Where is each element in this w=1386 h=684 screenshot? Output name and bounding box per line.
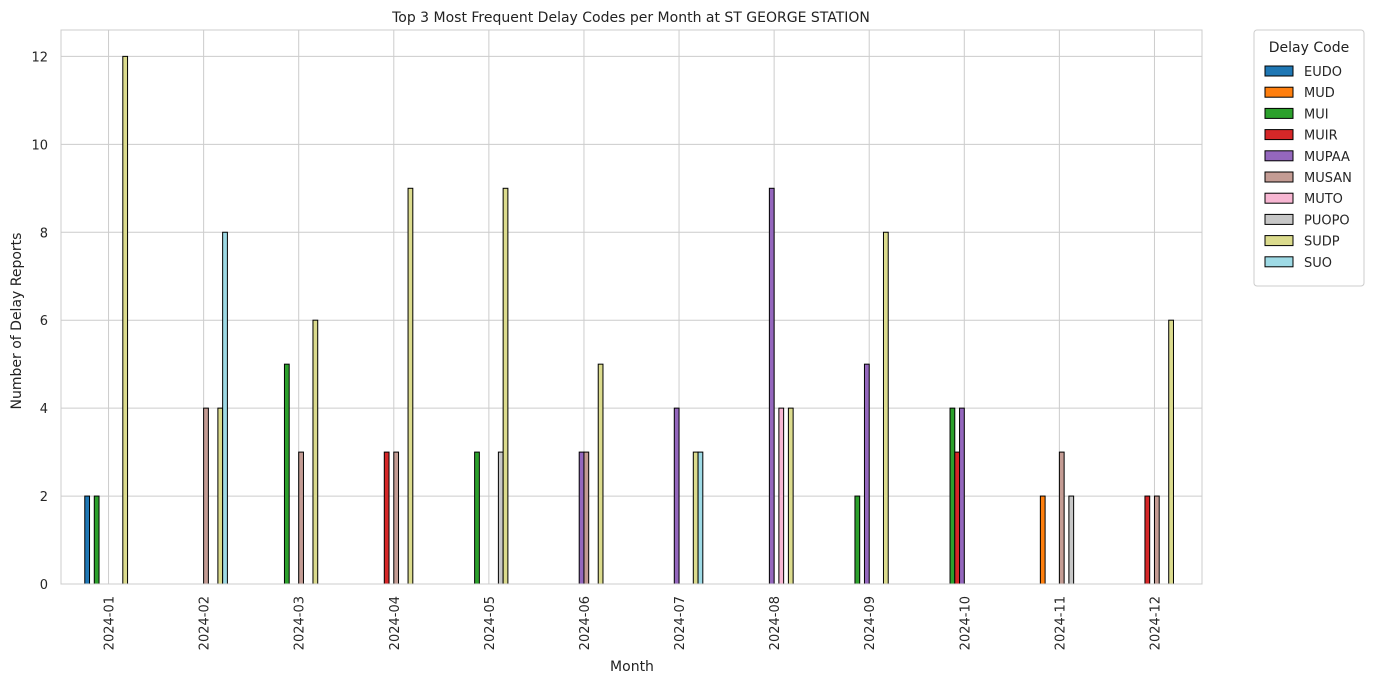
legend-swatch-mud — [1264, 86, 1294, 98]
y-tick-label: 12 — [31, 50, 48, 65]
bar-sudp — [502, 187, 509, 585]
legend-label-mui: MUI — [1304, 107, 1329, 122]
bar-muir — [1144, 495, 1151, 585]
bar-mupaa — [673, 407, 680, 585]
bar-musan — [393, 451, 400, 585]
bar-puopo — [1068, 495, 1075, 585]
bar-mud — [1039, 495, 1046, 585]
x-tick-label: 2024-04 — [388, 596, 403, 650]
x-tick-label: 2024-11 — [1053, 596, 1068, 650]
x-tick-label: 2024-12 — [1148, 596, 1163, 650]
x-axis-label: Month — [610, 659, 654, 675]
y-tick-label: 2 — [40, 490, 48, 505]
y-axis-ticks: 0 2 4 6 8 10 12 — [31, 50, 48, 593]
bar-mupaa — [863, 363, 870, 585]
y-axis-label: Number of Delay Reports — [9, 233, 25, 410]
legend-swatch-musan — [1264, 171, 1294, 183]
x-tick-label: 2024-07 — [673, 596, 688, 650]
y-tick-label: 4 — [40, 402, 48, 417]
grid — [61, 30, 1202, 585]
y-tick-label: 6 — [40, 314, 48, 329]
bar-mui — [474, 451, 480, 585]
legend-swatch-suo — [1264, 256, 1294, 268]
legend-label-musan: MUSAN — [1304, 171, 1352, 186]
y-tick-label: 10 — [31, 138, 48, 153]
bar-sudp — [312, 319, 319, 585]
legend-swatch-mui — [1264, 107, 1294, 119]
legend-swatch-sudp — [1264, 235, 1294, 247]
bar-musan — [1058, 451, 1065, 585]
x-tick-label: 2024-05 — [483, 596, 498, 650]
legend: Delay Code EUDO MUD MUI MUIR MUPAA MUSAN MUTO P… — [1253, 29, 1365, 287]
y-tick-label: 0 — [40, 578, 48, 593]
legend-label-muto: MUTO — [1304, 192, 1343, 207]
bar-musan — [1153, 495, 1160, 585]
legend-swatch-puopo — [1264, 213, 1294, 225]
legend-swatch-muir — [1264, 129, 1294, 141]
bar-sudp — [217, 407, 224, 585]
bar-sudp — [787, 407, 794, 585]
bar-musan — [298, 451, 304, 585]
legend-label-mud: MUD — [1304, 86, 1335, 101]
bar-musan — [583, 451, 590, 585]
legend-label-puopo: PUOPO — [1304, 213, 1350, 228]
legend-swatch-mupaa — [1264, 150, 1294, 162]
bar-sudp — [597, 363, 604, 585]
x-tick-label: 2024-10 — [958, 596, 973, 650]
bar-suo — [222, 231, 228, 585]
legend-label-muir: MUIR — [1304, 129, 1338, 144]
legend-label-mupaa: MUPAA — [1304, 150, 1350, 165]
bar-suo — [697, 451, 704, 585]
legend-label-sudp: SUDP — [1304, 235, 1340, 250]
bar-eudo — [84, 495, 91, 585]
bar-muir — [954, 451, 961, 585]
bar-mui — [854, 495, 861, 585]
x-tick-label: 2024-06 — [578, 596, 593, 650]
plot-area-frame — [60, 29, 1203, 585]
bar-mupaa — [959, 407, 965, 585]
bar-mupaa — [578, 451, 585, 585]
legend-title: Delay Code — [1269, 40, 1349, 56]
x-tick-label: 2024-01 — [103, 596, 118, 650]
bar-sudp — [692, 451, 699, 585]
bar-mupaa — [768, 187, 775, 585]
legend-label-suo: SUO — [1304, 256, 1332, 271]
bar-muir — [383, 451, 390, 585]
bar-sudp — [882, 231, 889, 585]
bar-sudp — [407, 187, 414, 585]
bar-sudp — [1168, 319, 1174, 585]
bar-puopo — [497, 451, 504, 585]
x-axis-ticks: 2024-01 2024-02 2024-03 2024-04 2024-05 2024-… — [103, 596, 1164, 650]
chart-title: Top 3 Most Frequent Delay Codes per Mont… — [391, 10, 870, 26]
bar-sudp — [122, 55, 129, 585]
legend-swatch-muto — [1264, 192, 1294, 204]
x-tick-label: 2024-08 — [768, 596, 783, 650]
bar-mui — [949, 407, 956, 585]
y-tick-label: 8 — [40, 226, 48, 241]
x-tick-label: 2024-03 — [293, 596, 308, 650]
bar-muto — [778, 407, 785, 585]
x-tick-label: 2024-02 — [198, 596, 213, 650]
legend-swatch-eudo — [1264, 65, 1294, 77]
legend-label-eudo: EUDO — [1304, 65, 1342, 80]
bar-mui — [283, 363, 290, 585]
bar-mui — [93, 495, 100, 585]
x-tick-label: 2024-09 — [863, 596, 878, 650]
bar-musan — [203, 407, 209, 585]
